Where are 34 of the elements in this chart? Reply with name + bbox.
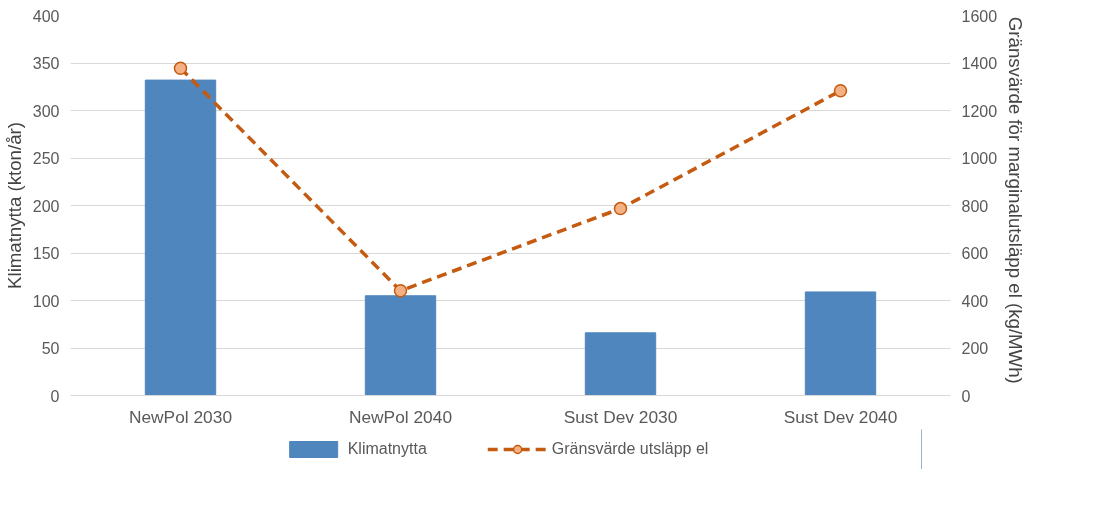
y2-tick-label: 1600 — [961, 7, 998, 25]
legend-label: Klimatnytta — [347, 440, 427, 458]
y2-tick-label: 800 — [961, 197, 989, 215]
y2-tick-label: 600 — [961, 245, 989, 262]
y2-tick-label: 1200 — [961, 102, 998, 120]
point — [393, 284, 408, 298]
y-tick-label: 0 — [50, 387, 60, 405]
point — [833, 84, 848, 98]
y2-tick-label: 400 — [961, 292, 989, 310]
y-tick-label: 50 — [41, 340, 60, 357]
legend-label: Gränsvärde utsläpp el — [551, 440, 709, 458]
y2-axis-title: Gränsvärde för marginalutsläpp el (kg/MWh) — [1005, 16, 1027, 384]
y2-tick-label: 1000 — [961, 150, 998, 167]
bar — [804, 291, 877, 396]
y2-tick-label: 0 — [961, 387, 971, 405]
point — [173, 61, 188, 75]
bar — [584, 332, 657, 396]
y-tick-label: 150 — [32, 245, 60, 262]
y2-tick-label: 1400 — [961, 55, 998, 72]
y-tick-label: 350 — [32, 55, 60, 72]
bar — [364, 295, 437, 396]
y-tick-label: 250 — [32, 150, 60, 167]
point — [613, 201, 628, 216]
y-tick-label: 400 — [32, 7, 60, 25]
y-axis-title: Klimatnytta (kton/år) — [3, 122, 25, 289]
y-tick-label: 300 — [32, 102, 60, 120]
y2-tick-label: 200 — [961, 340, 989, 357]
y-tick-label: 100 — [32, 292, 60, 310]
bar — [144, 79, 217, 396]
x-tick-label: Sust Dev 2030 — [563, 406, 678, 427]
x-tick-label: Sust Dev 2040 — [783, 406, 898, 427]
x-tick-label: NewPol 2040 — [348, 406, 453, 427]
y-tick-label: 200 — [32, 197, 60, 215]
x-tick-label: NewPol 2030 — [128, 406, 233, 427]
